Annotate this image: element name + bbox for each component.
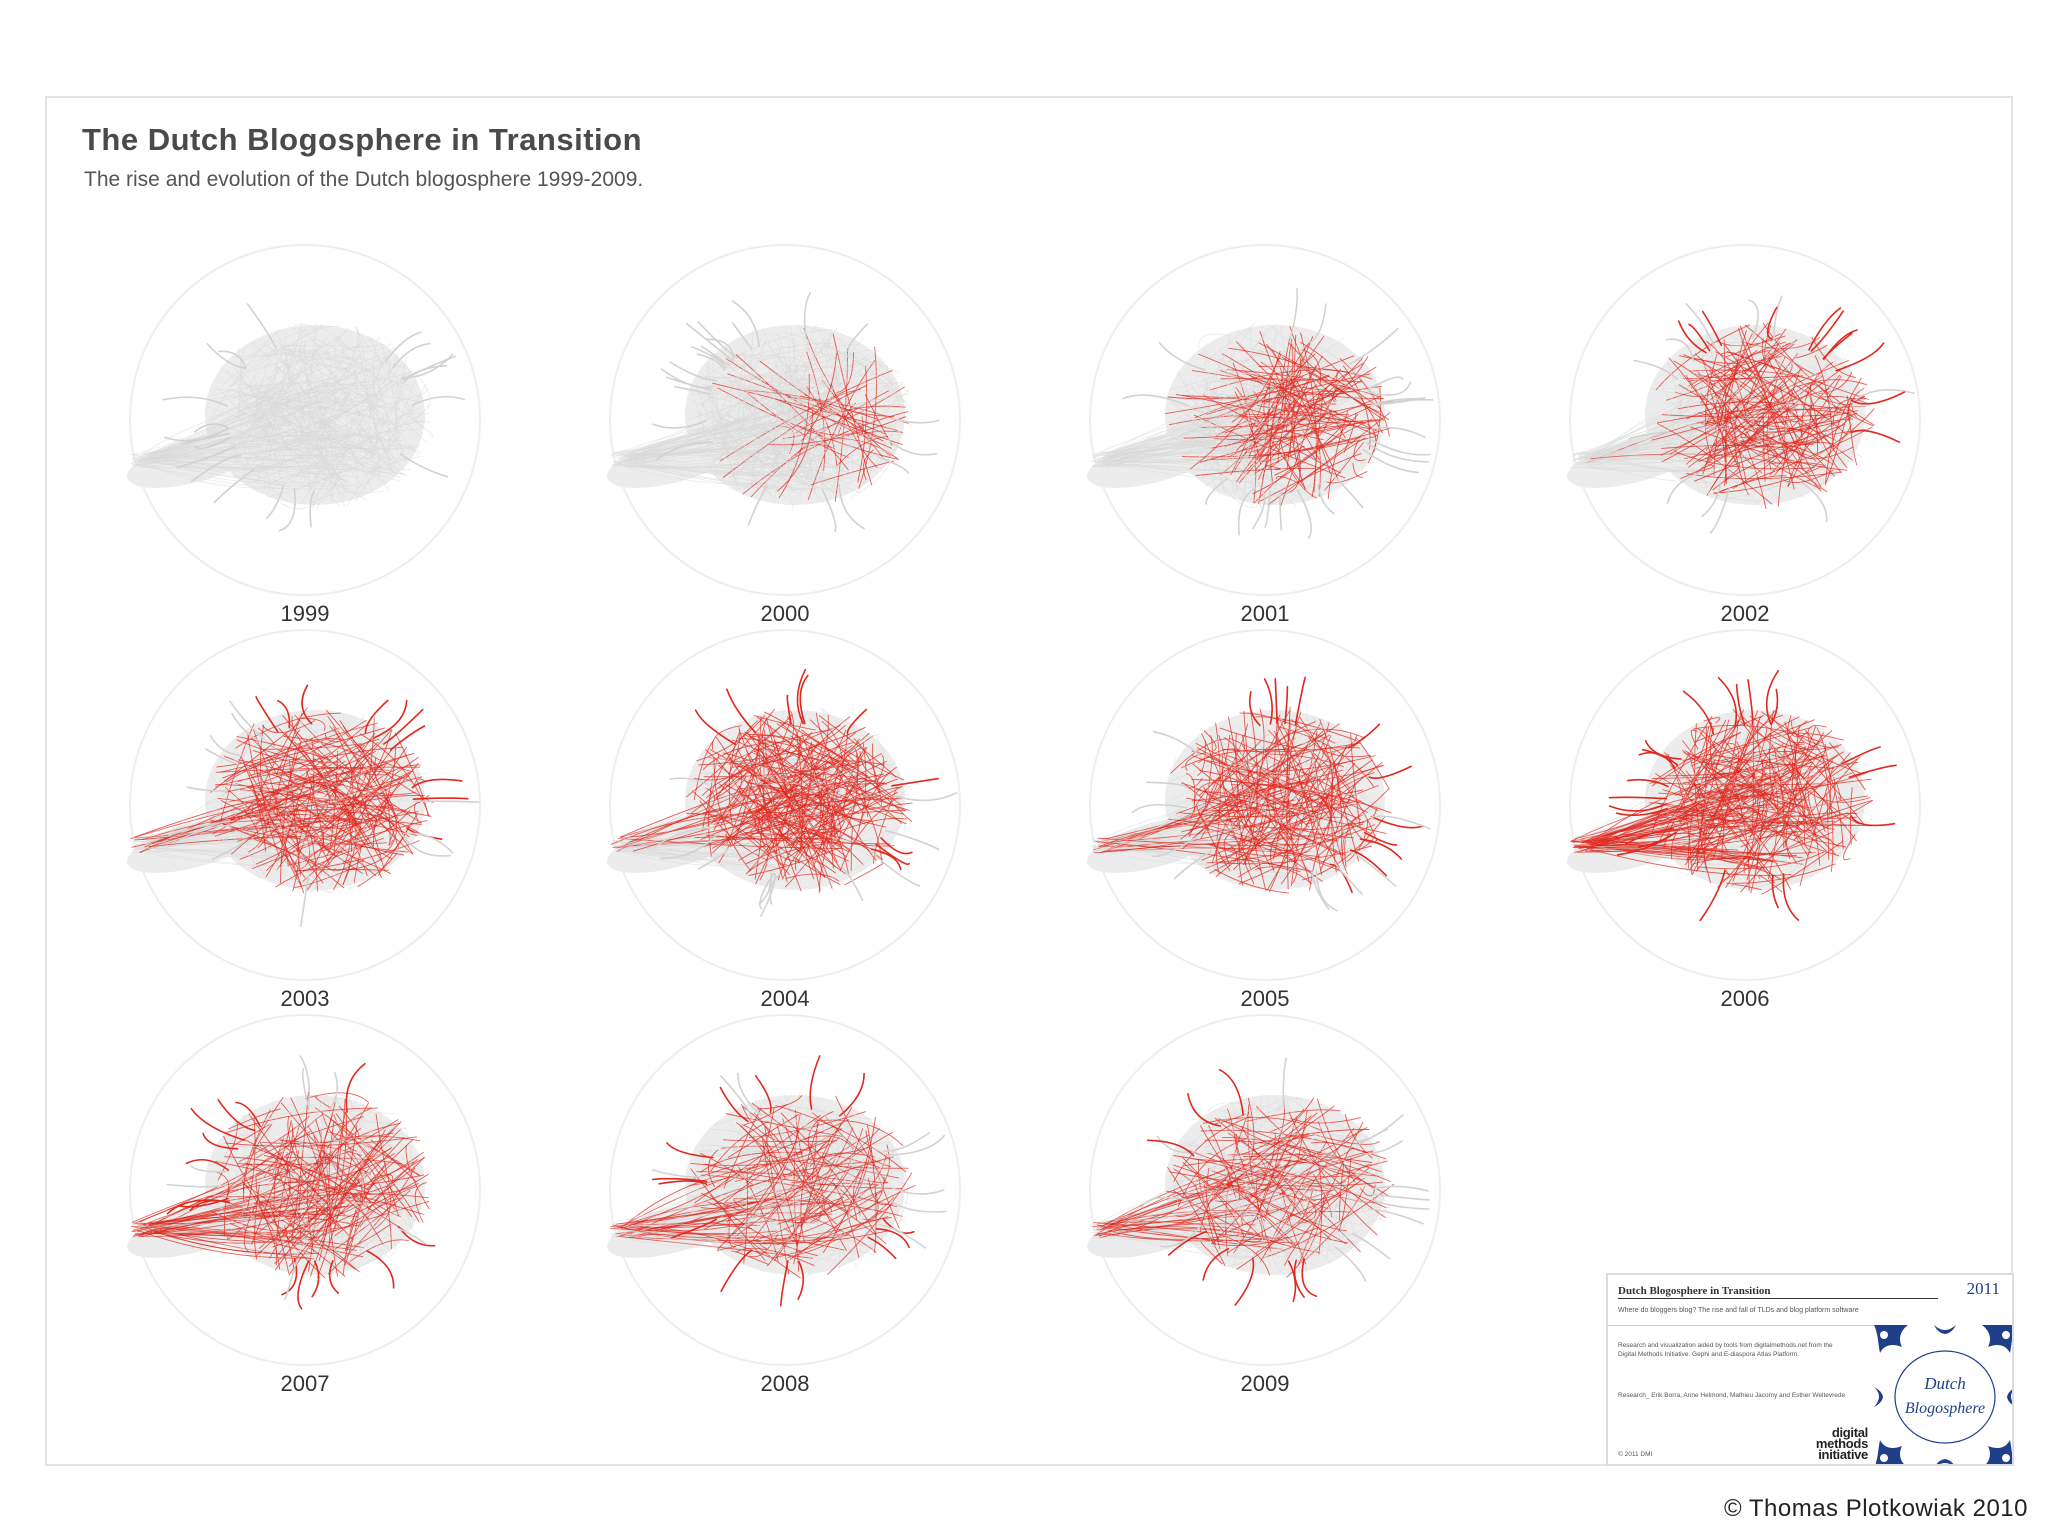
network-panel-2004 xyxy=(607,629,961,981)
colophon-title: Dutch Blogosphere in Transition xyxy=(1618,1285,1938,1299)
network-tendrils xyxy=(1140,1057,1431,1306)
panel-ring xyxy=(609,1014,961,1366)
delft-tile-logo: Dutch Blogosphere xyxy=(1874,1325,2012,1464)
year-label-2005: 2005 xyxy=(1240,986,1290,1011)
network-strands xyxy=(610,323,913,510)
network-tendrils xyxy=(655,668,958,917)
network-tendrils xyxy=(1122,287,1434,539)
panel-ring xyxy=(1569,244,1921,596)
network-tendrils xyxy=(166,1055,436,1310)
network-strands xyxy=(1570,706,1874,895)
network-strands xyxy=(610,707,913,894)
panel-ring xyxy=(1569,629,1921,981)
panel-ring xyxy=(609,629,961,981)
dmi-logo: digital methods initiative xyxy=(1815,1425,1868,1462)
network-tendrils xyxy=(162,303,465,532)
network-strands xyxy=(1090,707,1392,894)
colophon-tagline: Where do bloggers blog? The rise and fal… xyxy=(1618,1307,1859,1314)
network-tendrils xyxy=(1608,669,1897,922)
panel-ring xyxy=(1089,1014,1441,1366)
year-label-2002: 2002 xyxy=(1720,601,1770,626)
network-panel-2008 xyxy=(607,1014,961,1366)
network-tendrils xyxy=(651,1055,947,1307)
colophon-description: Research and visualization aided by tool… xyxy=(1618,1342,1833,1358)
panel-ring xyxy=(129,629,481,981)
poster-title: The Dutch Blogosphere in Transition xyxy=(82,122,643,157)
network-panel-1999 xyxy=(127,244,481,596)
network-strands xyxy=(1091,322,1393,509)
network-tendrils xyxy=(652,292,940,533)
network-panel-2001 xyxy=(1087,244,1441,596)
year-label-2006: 2006 xyxy=(1720,986,1770,1011)
network-panel-2009 xyxy=(1087,1014,1441,1366)
panel-ring xyxy=(129,244,481,596)
year-label-2007: 2007 xyxy=(280,1371,330,1396)
network-strands xyxy=(131,1091,430,1279)
colophon-credits: Research_ Erik Borra, Anne Helmond, Math… xyxy=(1618,1392,1846,1399)
network-panel-2003 xyxy=(127,629,481,981)
year-label-2004: 2004 xyxy=(760,986,810,1011)
network-strands xyxy=(610,1092,916,1279)
tile-ornament-icon xyxy=(1874,1325,2012,1464)
panel-ring xyxy=(129,1014,481,1366)
network-strands xyxy=(1089,1091,1395,1278)
colophon-divider xyxy=(1608,1325,2012,1326)
network-panel-2006 xyxy=(1567,629,1921,981)
year-label-2003: 2003 xyxy=(280,986,330,1011)
network-panel-2000 xyxy=(607,244,961,596)
year-label-1999: 1999 xyxy=(280,601,330,626)
poster-subtitle: The rise and evolution of the Dutch blog… xyxy=(84,168,644,191)
network-panel-2007 xyxy=(127,1014,481,1366)
footer-copyright: © Thomas Plotkowiak 2010 xyxy=(1723,1495,2028,1522)
network-strands xyxy=(130,322,433,510)
panel-ring xyxy=(1089,629,1441,981)
colophon-copyright: © 2011 DMI xyxy=(1618,1451,1653,1458)
network-panel-2002 xyxy=(1567,244,1921,596)
network-panel-2005 xyxy=(1087,629,1441,981)
panel-ring xyxy=(609,244,961,596)
colophon-year: 2011 xyxy=(1966,1279,2000,1298)
tile-logo-line1: Dutch xyxy=(1923,1374,1966,1393)
panel-ring xyxy=(1089,244,1441,596)
tile-logo-line2: Blogosphere xyxy=(1905,1400,1985,1417)
network-tendrils xyxy=(168,684,480,927)
network-tendrils xyxy=(1628,295,1916,534)
network-strands xyxy=(1570,322,1875,509)
year-label-2008: 2008 xyxy=(760,1371,810,1396)
network-tendrils xyxy=(1131,676,1431,912)
colophon-box: Dutch Blogosphere in Transition 2011 Whe… xyxy=(1606,1273,2014,1466)
network-strands xyxy=(130,707,434,894)
year-label-2009: 2009 xyxy=(1240,1371,1290,1396)
year-label-2001: 2001 xyxy=(1240,601,1290,626)
year-label-2000: 2000 xyxy=(760,601,810,626)
